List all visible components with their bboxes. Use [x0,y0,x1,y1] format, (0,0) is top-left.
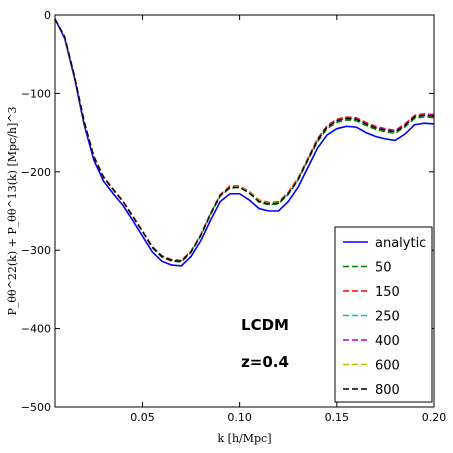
x-tick-label: 0.20 [422,411,447,424]
legend-entry-250: 250 [375,310,400,325]
legend-box [334,226,433,403]
annotation-label: z=0.4 [241,353,289,371]
y-tick-label: −300 [21,244,51,257]
legend-entry-600: 600 [375,359,400,374]
series-line-analytic [54,18,435,267]
y-tick-label: 0 [44,9,51,22]
axes-ticks: 0.05 0.10 0.15 0.20 0 −100 −200 −300 −400 −500 [21,9,446,424]
legend-entry-50: 50 [375,261,392,276]
legend-entry-800: 800 [375,383,400,398]
x-tick-label: 0.05 [130,411,155,424]
series-line-800 [54,18,435,262]
plot-frame [54,14,435,408]
y-axis-label: P_θθ^22(k) + P_θθ^13(k) [Mpc/h]^3 [6,107,19,316]
plot-area [54,18,435,267]
annotations: LCDM z=0.4 [241,316,289,371]
x-tick-label: 0.10 [227,411,252,424]
legend-entry-analytic: analytic [375,236,426,251]
y-tick-label: −400 [21,323,51,336]
x-tick-label: 0.15 [325,411,350,424]
y-tick-label: −500 [21,401,51,414]
annotation-label: LCDM [241,316,289,334]
legend: analytic 50 150 250 400 600 800 [334,226,433,403]
y-tick-label: −200 [21,166,51,179]
x-axis-label: k [h/Mpc] [217,432,271,445]
legend-entry-150: 150 [375,285,400,300]
legend-entry-400: 400 [375,334,400,349]
y-tick-label: −100 [21,87,51,100]
